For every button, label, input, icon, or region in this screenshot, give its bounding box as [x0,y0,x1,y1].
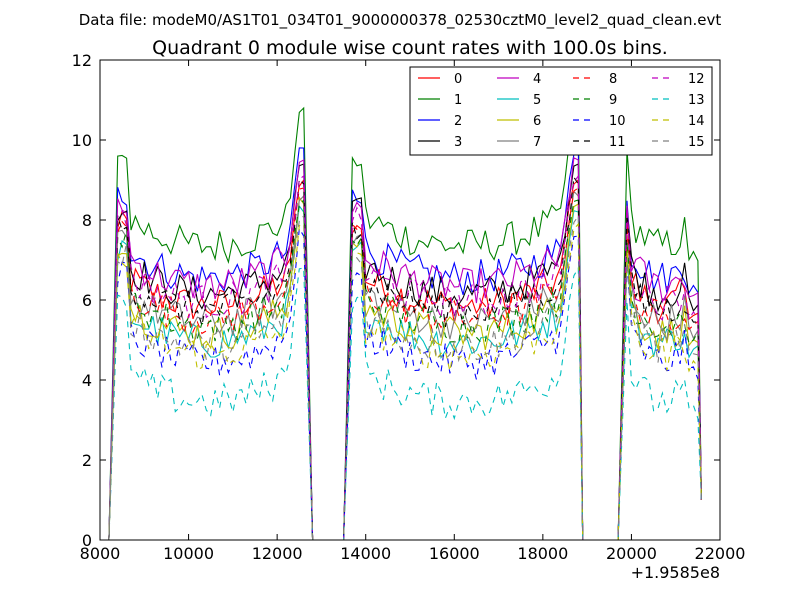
x-tick-label: 18000 [517,544,568,563]
series-line-0 [108,178,702,541]
series-line-15 [108,214,702,541]
y-tick-label: 0 [82,531,92,550]
series-line-11 [108,175,702,541]
x-axis-offset-label: +1.9585e8 [631,563,720,582]
legend-label-6: 6 [533,114,541,129]
chart-subtitle: Data file: modeM0/AS1T01_034T01_90000003… [79,11,722,30]
series-line-13 [108,265,702,541]
legend-label-14: 14 [688,114,705,129]
plot-lines [108,106,702,541]
y-tick-label: 8 [82,211,92,230]
series-line-7 [108,190,702,541]
series-line-2 [108,146,702,541]
legend-label-2: 2 [454,114,462,129]
x-tick-labels: 8000 10000 12000 14000 16000 18000 20000 22000 [80,544,746,563]
y-tick-label: 12 [72,51,92,70]
y-tick-labels: 0 2 4 6 8 10 12 [72,51,92,550]
series-line-9 [108,198,702,541]
legend-label-3: 3 [454,135,462,150]
legend-label-4: 4 [533,72,541,87]
legend-label-10: 10 [609,114,626,129]
series-line-4 [108,156,702,541]
series-line-3 [108,163,702,541]
legend-label-5: 5 [533,93,541,108]
series-line-14 [108,222,702,541]
legend-frame [409,66,713,156]
legend-label-11: 11 [609,135,626,150]
legend-label-9: 9 [609,93,617,108]
y-tick-label: 2 [82,451,92,470]
series-line-8 [108,186,702,541]
legend-label-1: 1 [454,93,462,108]
legend-label-7: 7 [533,135,541,150]
legend-label-13: 13 [688,93,705,108]
series-line-12 [108,174,702,541]
x-tick-label: 12000 [252,544,303,563]
chart-title: Quadrant 0 module wise count rates with … [152,37,668,59]
x-tick-label: 20000 [606,544,657,563]
y-tick-label: 6 [82,291,92,310]
legend-label-12: 12 [688,72,705,87]
x-tick-label: 22000 [695,544,746,563]
y-tick-label: 10 [72,131,92,150]
legend-label-15: 15 [688,135,705,150]
x-tick-label: 16000 [429,544,480,563]
legend-label-8: 8 [609,72,617,87]
axis-ticks [99,59,721,541]
legend-label-0: 0 [454,72,462,87]
x-tick-label: 10000 [163,544,214,563]
y-tick-label: 4 [82,371,92,390]
x-tick-label: 14000 [340,544,391,563]
x-tick-label: 8000 [80,544,121,563]
series-line-6 [108,196,702,541]
